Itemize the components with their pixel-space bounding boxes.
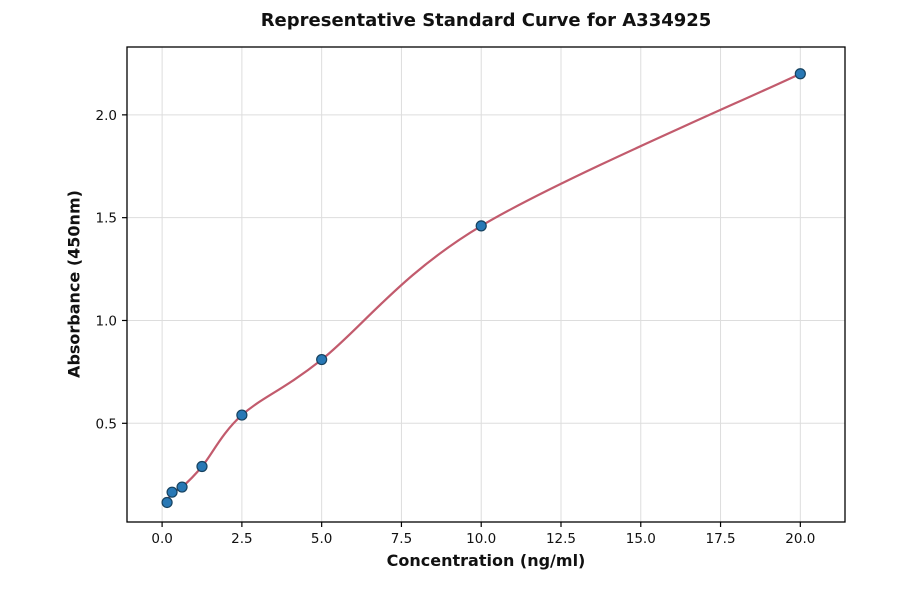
x-tick-label: 20.0 bbox=[785, 531, 815, 547]
fit-curve bbox=[166, 72, 802, 504]
data-point bbox=[176, 481, 188, 493]
chart-title: Representative Standard Curve for A33492… bbox=[260, 10, 712, 31]
x-tick-label: 2.5 bbox=[231, 531, 252, 547]
data-point bbox=[794, 68, 806, 80]
data-point bbox=[316, 353, 328, 366]
x-tick-label: 12.5 bbox=[546, 531, 576, 547]
x-tick-label: 15.0 bbox=[626, 531, 656, 547]
plot-border bbox=[126, 46, 846, 523]
data-point bbox=[196, 460, 208, 473]
y-tick-label: 1.0 bbox=[96, 313, 117, 329]
y-tick-label: 1.5 bbox=[96, 211, 117, 227]
x-tick-label: 5.0 bbox=[311, 531, 332, 547]
y-axis-label: Absorbance (450nm) bbox=[64, 190, 84, 378]
y-tick-label: 0.5 bbox=[96, 416, 117, 432]
x-tick-label: 0.0 bbox=[151, 531, 172, 547]
data-point bbox=[161, 496, 173, 509]
data-point bbox=[475, 220, 487, 232]
x-tick-label: 7.5 bbox=[391, 531, 412, 547]
data-point bbox=[236, 409, 248, 421]
x-axis-label: Concentration (ng/ml) bbox=[386, 551, 586, 570]
y-tick-label: 2.0 bbox=[96, 108, 117, 124]
data-point bbox=[166, 486, 178, 498]
x-tick-label: 10.0 bbox=[466, 531, 496, 547]
x-tick-label: 17.5 bbox=[706, 531, 736, 547]
